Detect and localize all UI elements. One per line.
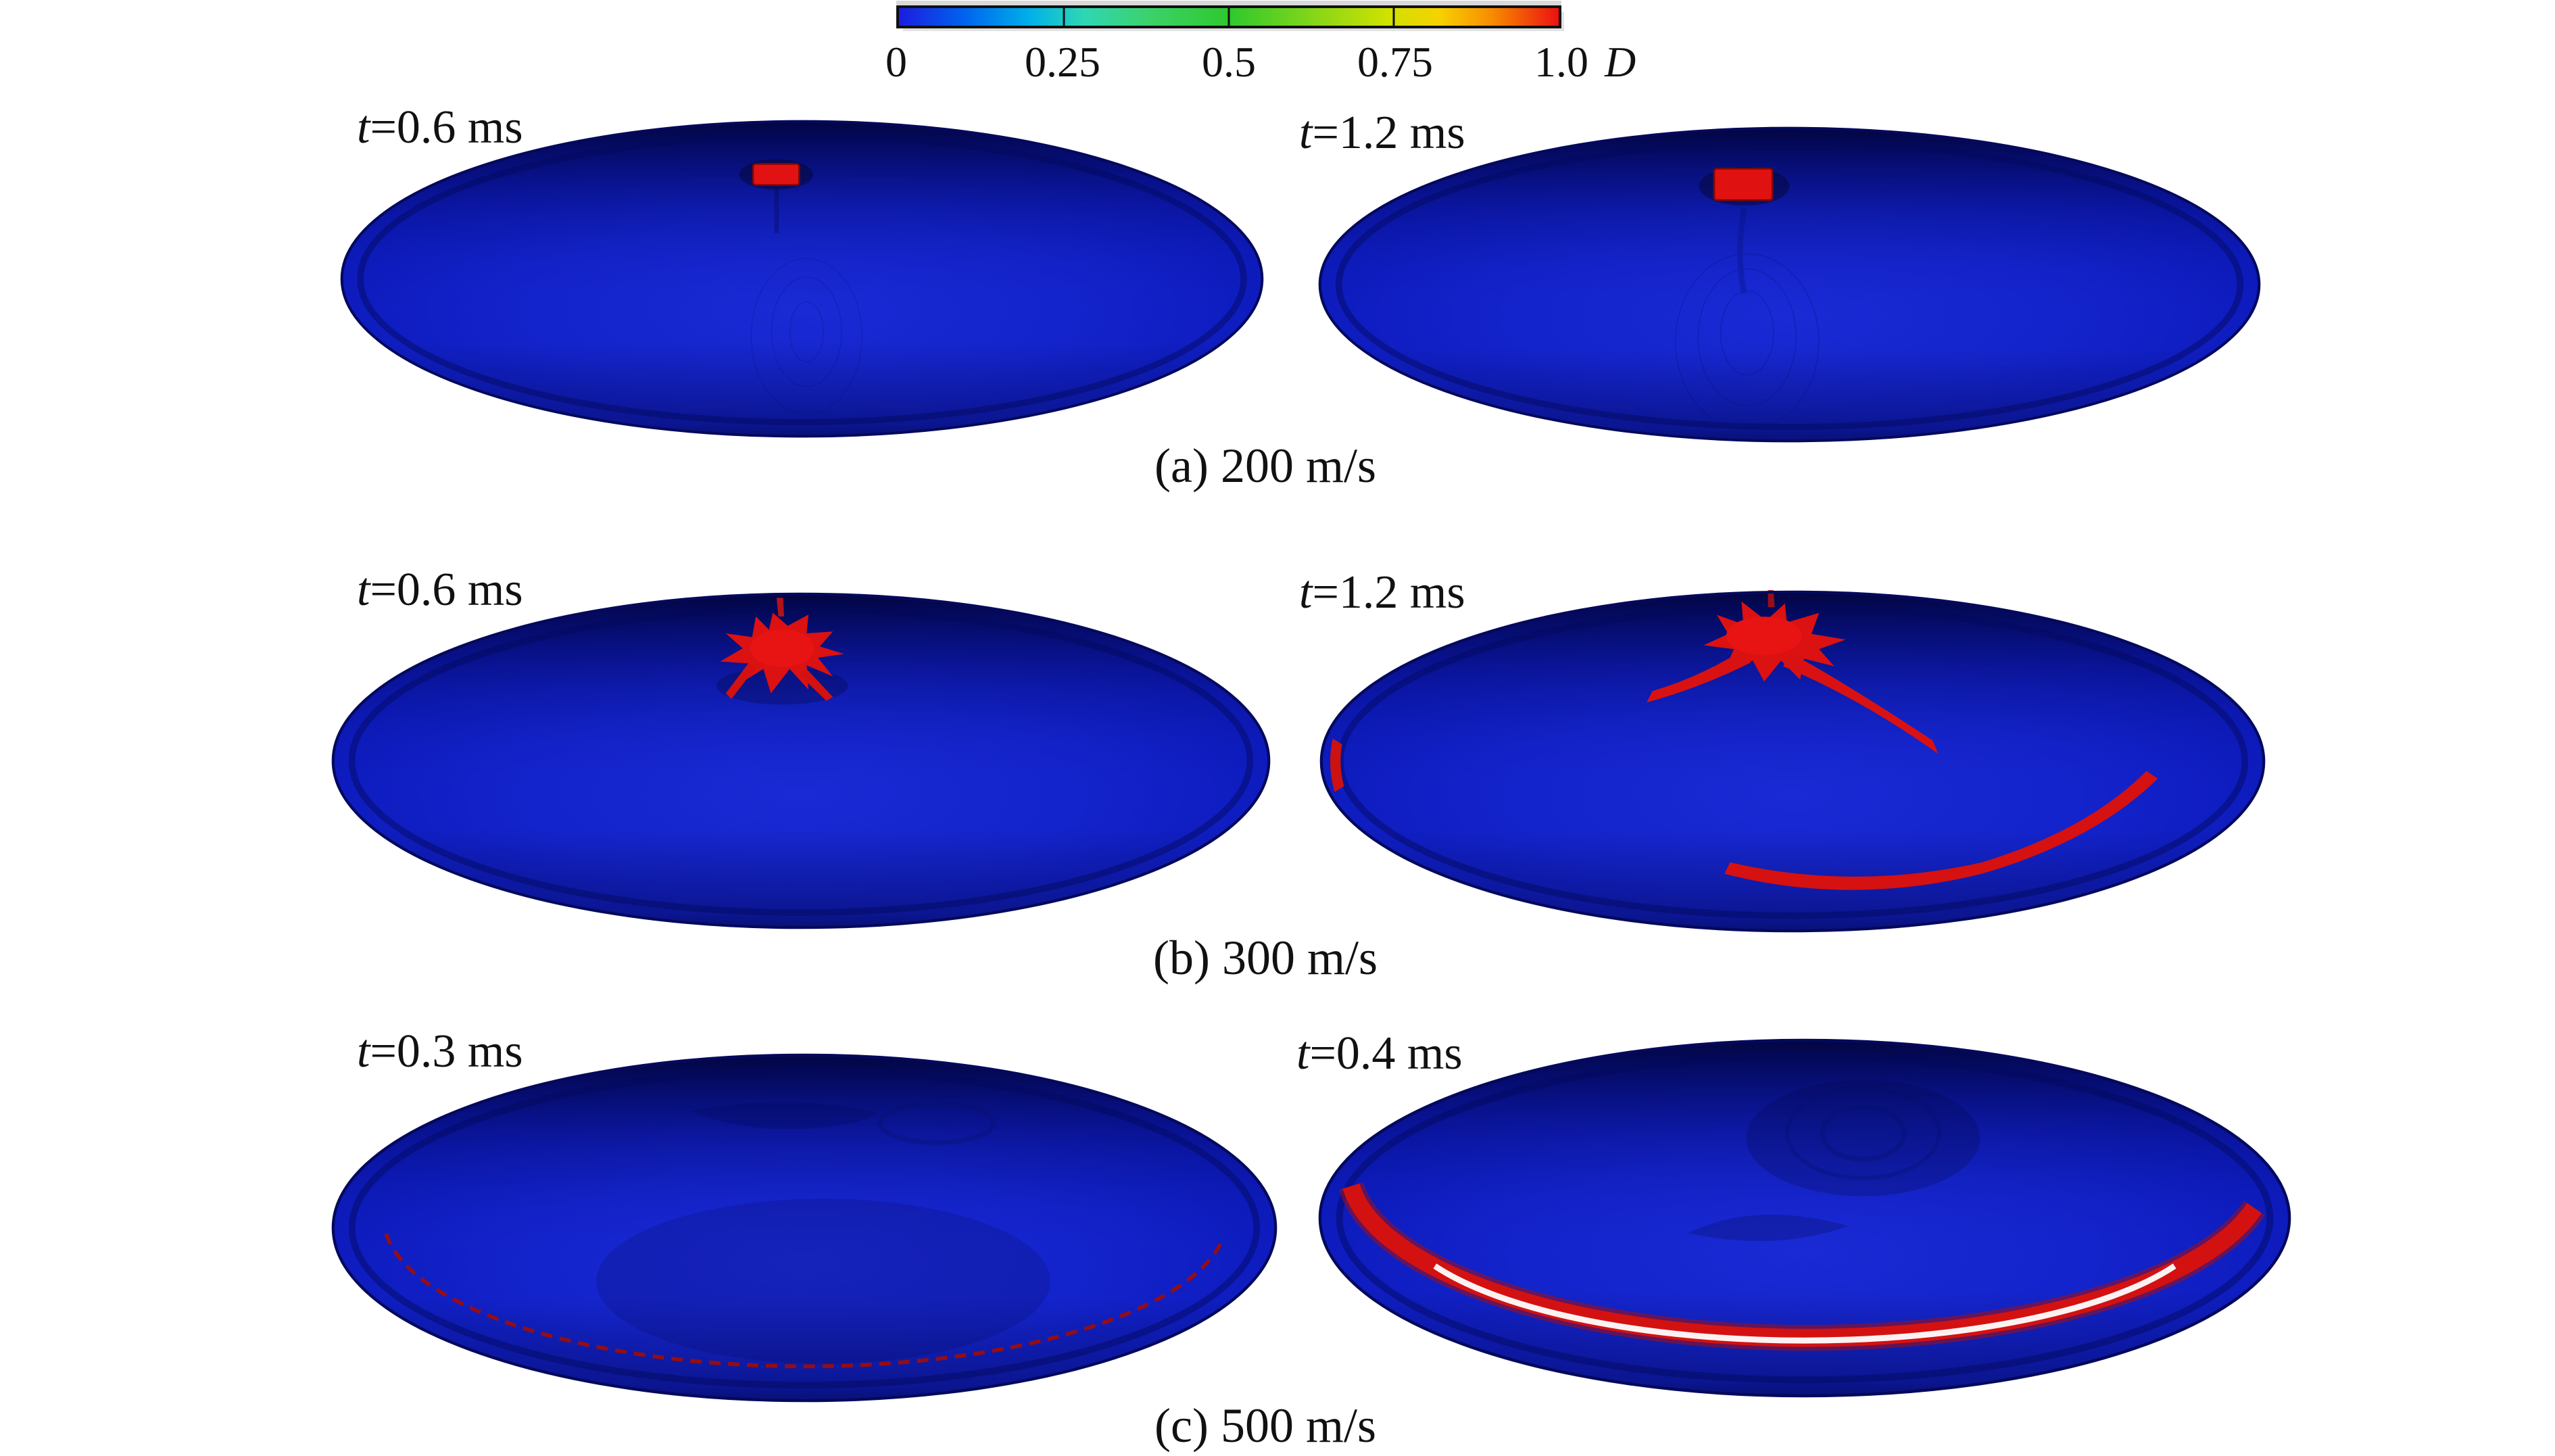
colorbar: 0 0.25 0.5 0.75 1.0 D <box>885 5 1636 100</box>
colorbar-tick-025: 0.25 <box>1025 38 1100 86</box>
plate-contour-a-1p2ms <box>1318 126 2261 443</box>
plate-contour-c-0p3ms <box>331 1053 1278 1403</box>
time-label-c-right: t=0.4 ms <box>1296 1027 1463 1079</box>
deformation-ripples <box>1688 1080 1980 1242</box>
plate-contour-b-0p6ms <box>331 592 1271 929</box>
impact-damage-spot <box>752 163 800 187</box>
time-label-a-right: t=1.2 ms <box>1299 107 1465 159</box>
colorbar-gradient <box>896 5 1561 28</box>
colorbar-tick-0: 0 <box>885 38 907 86</box>
colorbar-tick-mark <box>1063 8 1065 26</box>
plate-contour-a-0p6ms <box>340 120 1264 438</box>
ripple-stem <box>774 189 779 233</box>
circumferential-damage-band <box>1339 1182 2265 1351</box>
colorbar-tick-mark <box>1392 8 1395 26</box>
caption-b: (b) 300 m/s <box>1153 931 1378 985</box>
impact-damage-spot <box>1713 168 1774 201</box>
edge-crack-arc <box>1724 771 2158 890</box>
time-label-c-left: t=0.3 ms <box>357 1025 523 1077</box>
time-label-b-left: t=0.6 ms <box>357 564 523 616</box>
colorbar-tick-05: 0.5 <box>1202 38 1256 86</box>
caption-c: (c) 500 m/s <box>1154 1399 1376 1453</box>
colorbar-tick-10: 1.0 <box>1534 38 1588 86</box>
star-crack-cluster <box>720 598 844 701</box>
caption-a: (a) 200 m/s <box>1154 439 1376 493</box>
colorbar-variable-label: D <box>1605 38 1636 86</box>
spider-crack-cluster <box>1647 590 1939 754</box>
colorbar-tick-mark <box>1227 8 1230 26</box>
deformation-ripples <box>750 258 863 415</box>
time-label-a-left: t=0.6 ms <box>357 101 523 153</box>
colorbar-tick-labels: 0 0.25 0.5 0.75 1.0 D <box>885 38 1636 95</box>
deformation-ripples <box>1675 206 1820 431</box>
left-edge-crack <box>1330 738 1344 792</box>
time-label-b-right: t=1.2 ms <box>1299 566 1465 618</box>
failed-elements-white-line <box>1433 1263 2176 1344</box>
colorbar-tick-075: 0.75 <box>1357 38 1433 86</box>
plate-contour-c-0p4ms <box>1318 1038 2291 1398</box>
deformation-ripples <box>596 1101 1050 1364</box>
plate-contour-b-1p2ms <box>1319 590 2266 933</box>
